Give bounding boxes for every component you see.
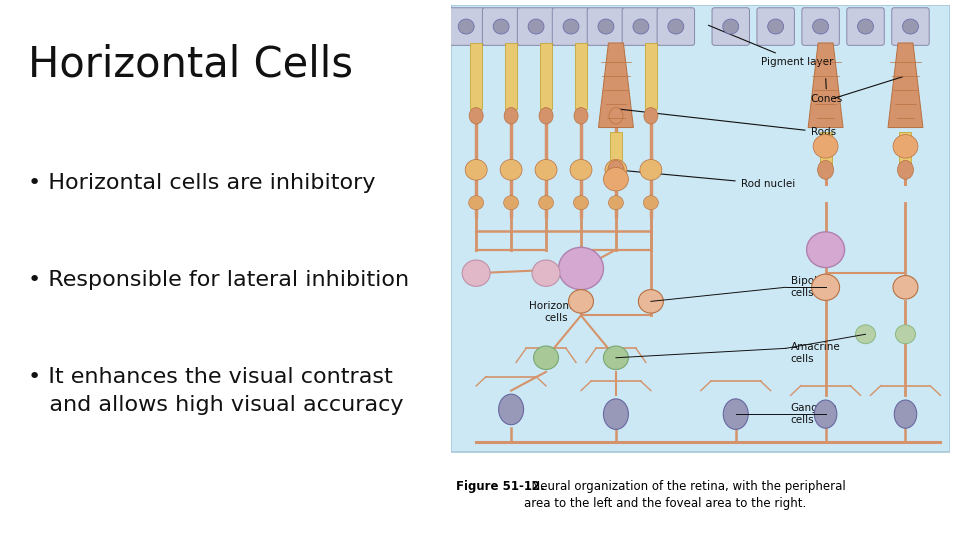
Circle shape (462, 260, 491, 286)
FancyBboxPatch shape (470, 43, 482, 109)
Circle shape (857, 19, 874, 34)
Circle shape (598, 19, 614, 34)
FancyBboxPatch shape (622, 8, 660, 45)
Ellipse shape (723, 399, 748, 429)
Text: Figure 51-12.: Figure 51-12. (456, 481, 545, 494)
Circle shape (573, 195, 588, 210)
Ellipse shape (814, 400, 837, 428)
Ellipse shape (504, 107, 518, 124)
FancyBboxPatch shape (892, 8, 929, 45)
Text: Ganglion
cells: Ganglion cells (791, 403, 837, 425)
Circle shape (723, 19, 739, 34)
FancyBboxPatch shape (610, 43, 622, 109)
Polygon shape (888, 43, 923, 127)
Ellipse shape (604, 399, 629, 429)
Circle shape (468, 195, 484, 210)
Circle shape (568, 289, 593, 313)
Circle shape (605, 159, 627, 180)
Circle shape (535, 159, 557, 180)
Circle shape (668, 19, 684, 34)
Circle shape (643, 195, 659, 210)
FancyBboxPatch shape (552, 8, 589, 45)
Circle shape (896, 325, 916, 343)
Polygon shape (598, 43, 634, 127)
Circle shape (500, 159, 522, 180)
Circle shape (604, 346, 629, 369)
FancyBboxPatch shape (756, 8, 795, 45)
Circle shape (493, 19, 509, 34)
FancyBboxPatch shape (900, 132, 911, 165)
Text: • Responsible for lateral inhibition: • Responsible for lateral inhibition (28, 270, 409, 290)
Text: Bipolar
cells: Bipolar cells (791, 276, 828, 298)
Text: • Horizontal cells are inhibitory: • Horizontal cells are inhibitory (28, 173, 375, 193)
FancyBboxPatch shape (517, 8, 555, 45)
Text: Rod nuclei: Rod nuclei (618, 170, 795, 189)
Circle shape (812, 19, 828, 34)
Text: Horizontal Cells: Horizontal Cells (28, 43, 352, 85)
Circle shape (528, 19, 544, 34)
Text: Amacrine
cells: Amacrine cells (791, 342, 840, 364)
Circle shape (902, 19, 919, 34)
Circle shape (559, 247, 604, 289)
Circle shape (570, 159, 592, 180)
Text: • It enhances the visual contrast
   and allows high visual accuracy: • It enhances the visual contrast and al… (28, 367, 403, 415)
Text: Cones: Cones (810, 79, 843, 104)
Circle shape (855, 325, 876, 343)
FancyBboxPatch shape (482, 8, 520, 45)
Ellipse shape (898, 160, 914, 179)
FancyBboxPatch shape (610, 132, 622, 165)
Text: Horizontal
cells: Horizontal cells (529, 301, 583, 323)
Polygon shape (808, 43, 843, 127)
Circle shape (534, 346, 559, 369)
Ellipse shape (895, 400, 917, 428)
Ellipse shape (498, 394, 523, 424)
FancyBboxPatch shape (712, 8, 750, 45)
Ellipse shape (574, 107, 588, 124)
Circle shape (563, 19, 579, 34)
Ellipse shape (540, 107, 553, 124)
Circle shape (813, 134, 838, 158)
FancyBboxPatch shape (451, 5, 950, 451)
Circle shape (532, 260, 560, 286)
Circle shape (806, 232, 845, 267)
FancyBboxPatch shape (802, 8, 839, 45)
Circle shape (504, 195, 518, 210)
Ellipse shape (608, 160, 624, 179)
Text: Rods: Rods (618, 109, 836, 137)
Circle shape (768, 19, 783, 34)
Text: Pigment layer: Pigment layer (708, 25, 833, 67)
Circle shape (466, 159, 487, 180)
Ellipse shape (644, 107, 658, 124)
Circle shape (638, 289, 663, 313)
Ellipse shape (609, 107, 623, 124)
FancyBboxPatch shape (820, 132, 831, 165)
Circle shape (811, 274, 840, 300)
Circle shape (539, 195, 554, 210)
FancyBboxPatch shape (645, 43, 657, 109)
Ellipse shape (818, 160, 833, 179)
Circle shape (609, 195, 623, 210)
Circle shape (893, 275, 918, 299)
Circle shape (458, 19, 474, 34)
Circle shape (893, 134, 918, 158)
Circle shape (640, 159, 661, 180)
Text: Neural organization of the retina, with the peripheral
area to the left and the : Neural organization of the retina, with … (523, 481, 846, 510)
FancyBboxPatch shape (505, 43, 517, 109)
FancyBboxPatch shape (575, 43, 587, 109)
FancyBboxPatch shape (657, 8, 694, 45)
Circle shape (633, 19, 649, 34)
FancyBboxPatch shape (540, 43, 552, 109)
FancyBboxPatch shape (847, 8, 884, 45)
Circle shape (604, 167, 629, 191)
FancyBboxPatch shape (588, 8, 625, 45)
FancyBboxPatch shape (447, 8, 485, 45)
Ellipse shape (469, 107, 483, 124)
